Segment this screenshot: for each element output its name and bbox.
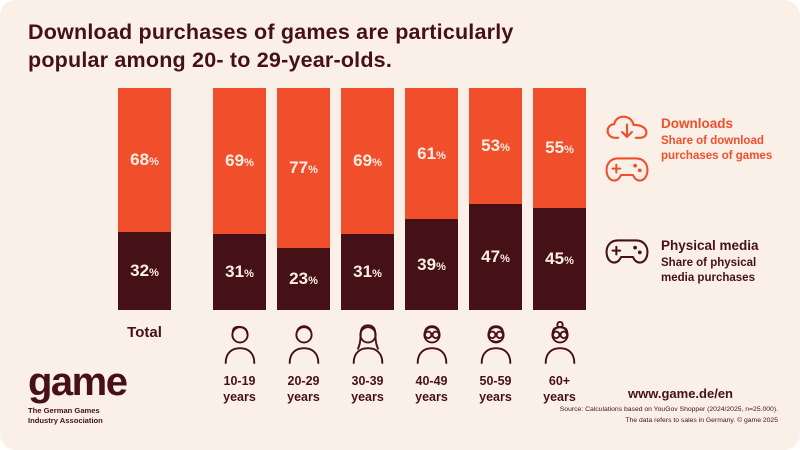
downloads-percent-label: 53% <box>481 136 510 156</box>
stacked-bar: 69% 31% <box>213 88 266 310</box>
bar-caption: 60+ years <box>533 310 586 405</box>
gamepad-downloads-icon <box>604 154 650 190</box>
bar-caption: 10-19 years <box>213 310 266 405</box>
physical-segment: 31% <box>341 233 394 310</box>
physical-segment: 45% <box>533 208 586 310</box>
physical-percent-label: 31% <box>225 261 254 281</box>
physical-segment: 23% <box>277 248 330 310</box>
physical-segment: 32% <box>118 231 171 310</box>
downloads-percent-label: 69% <box>353 150 382 170</box>
physical-segment: 47% <box>469 204 522 310</box>
age-label: 60+ years <box>543 374 576 404</box>
stacked-bar: 55% 45% <box>533 88 586 310</box>
logo-wordmark: game <box>28 360 128 404</box>
age-label: 50-59 years <box>479 374 512 404</box>
bar-caption: 50-59 years <box>469 310 522 405</box>
legend-downloads-desc: Share of download purchases of games <box>661 135 773 162</box>
bar-caption: 40-49 years <box>405 310 458 405</box>
person-man-glasses-icon <box>411 316 453 364</box>
bar-caption: 30-39 years <box>341 310 394 405</box>
bar-caption: 20-29 years <box>277 310 330 405</box>
downloads-segment: 69% <box>341 88 394 234</box>
legend-downloads-icons <box>600 114 654 190</box>
logo-subtitle: The German Games Industry Association <box>28 406 103 426</box>
downloads-percent-label: 68% <box>130 149 159 169</box>
legend-physical-label: Physical media <box>661 238 759 253</box>
physical-percent-label: 31% <box>353 261 382 281</box>
stacked-bar: 69% 31% <box>341 88 394 310</box>
legend-physical-desc: Share of physical media purchases <box>661 257 757 284</box>
stacked-bar: 77% 23% <box>277 88 330 310</box>
gamepad-physical-icon <box>604 236 650 272</box>
source-line1: Source: Calculations based on YouGov Sho… <box>559 406 778 413</box>
stacked-bar: 53% 47% <box>469 88 522 310</box>
physical-segment: 39% <box>405 219 458 310</box>
downloads-percent-label: 55% <box>545 138 574 158</box>
downloads-segment: 77% <box>277 88 330 249</box>
page-title: Download purchases of games are particul… <box>28 18 514 75</box>
legend-downloads: Downloads Share of download purchases of… <box>600 114 796 190</box>
physical-percent-label: 32% <box>130 260 159 280</box>
age-label: 30-39 years <box>351 374 384 404</box>
physical-percent-label: 47% <box>481 247 510 267</box>
downloads-segment: 55% <box>533 88 586 209</box>
legend: Downloads Share of download purchases of… <box>600 114 796 332</box>
physical-segment: 31% <box>213 233 266 310</box>
stacked-bar: 61% 39% <box>405 88 458 310</box>
game-association-logo: game The German Games Industry Associatio… <box>28 360 128 427</box>
legend-physical-icons <box>600 236 654 286</box>
stacked-bar: 68% 32% <box>118 88 171 310</box>
downloads-percent-label: 61% <box>417 143 446 163</box>
stacked-bar-chart: 68% 32% Total 69% 31% 10-19 years 77% 23% 20-29 ye… <box>118 88 586 405</box>
bar-column-60+-years: 55% 45% 60+ years <box>533 88 586 405</box>
bar-column-30-39-years: 69% 31% 30-39 years <box>341 88 394 405</box>
person-older-woman-icon <box>539 316 581 364</box>
source-note: Source: Calculations based on YouGov Sho… <box>560 405 778 426</box>
age-label: 20-29 years <box>287 374 320 404</box>
website-link[interactable]: www.game.de/en <box>628 386 733 401</box>
legend-physical-media: Physical media Share of physical media p… <box>600 236 796 286</box>
physical-percent-label: 39% <box>417 254 446 274</box>
age-label: 10-19 years <box>223 374 256 404</box>
person-young-man-icon <box>283 316 325 364</box>
bar-column-20-29-years: 77% 23% 20-29 years <box>277 88 330 405</box>
physical-percent-label: 23% <box>289 269 318 289</box>
downloads-segment: 53% <box>469 88 522 205</box>
physical-percent-label: 45% <box>545 249 574 269</box>
bar-column-40-49-years: 61% 39% 40-49 years <box>405 88 458 405</box>
age-label: 40-49 years <box>415 374 448 404</box>
person-teen-icon <box>219 316 261 364</box>
person-older-man-icon <box>475 316 517 364</box>
bar-caption: Total <box>118 310 171 341</box>
total-label: Total <box>127 324 162 341</box>
downloads-segment: 69% <box>213 88 266 234</box>
downloads-segment: 61% <box>405 88 458 220</box>
bar-column-10-19-years: 69% 31% 10-19 years <box>213 88 266 405</box>
bar-column-50-59-years: 53% 47% 50-59 years <box>469 88 522 405</box>
downloads-percent-label: 69% <box>225 150 254 170</box>
legend-downloads-label: Downloads <box>661 116 734 131</box>
cloud-download-icon <box>605 114 649 149</box>
page-title-line2: popular among 20- to 29-year-olds. <box>28 48 393 73</box>
source-line2: The data refers to sales in Germany. © g… <box>625 416 778 424</box>
downloads-percent-label: 77% <box>289 158 318 178</box>
person-woman-icon <box>347 316 389 364</box>
page-title-line1: Download purchases of games are particul… <box>28 20 514 44</box>
downloads-segment: 68% <box>118 88 171 232</box>
bar-column-total: 68% 32% Total <box>118 88 171 341</box>
